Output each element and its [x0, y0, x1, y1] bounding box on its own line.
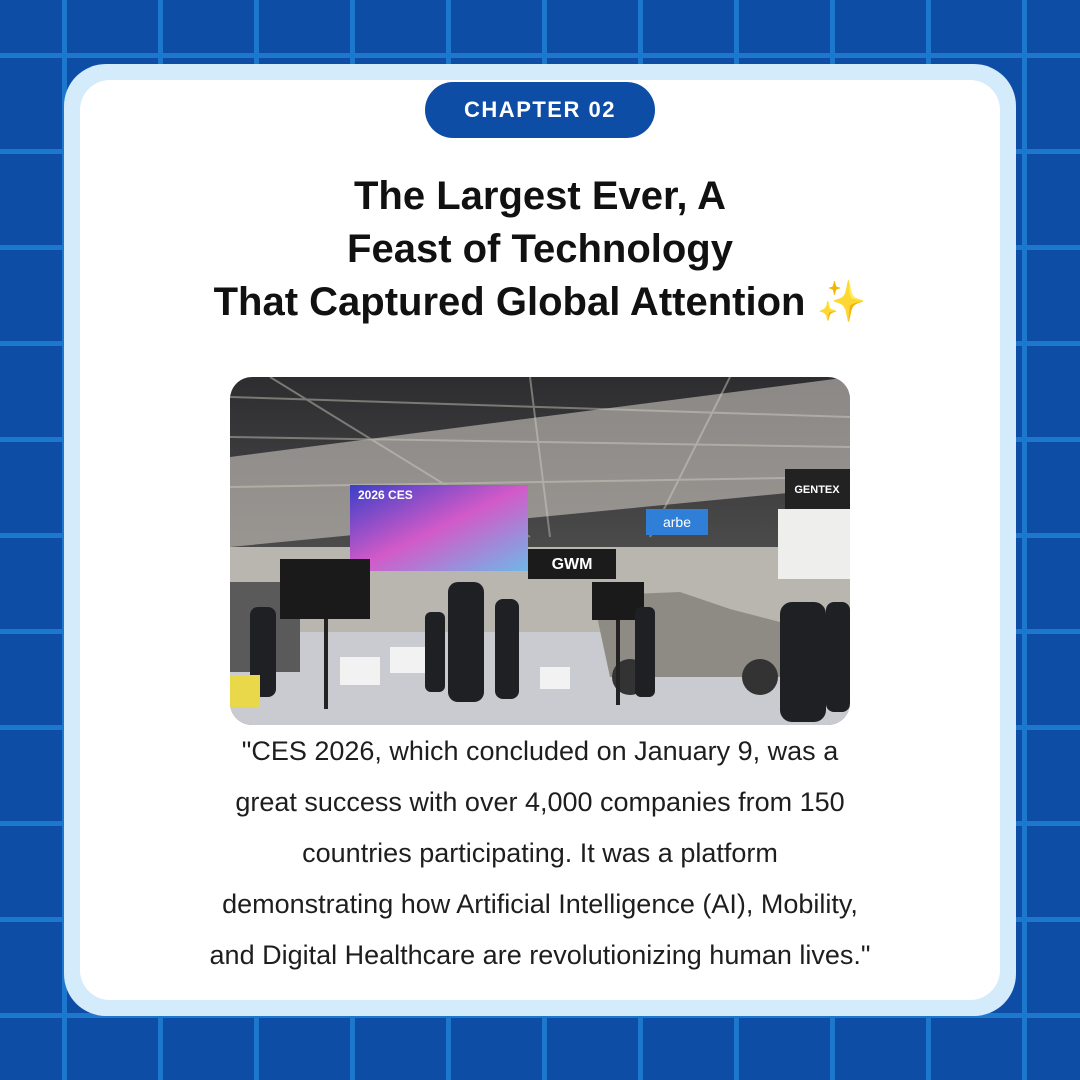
- title-line: Feast of Technology: [347, 227, 733, 271]
- photo-sign: GWM: [552, 556, 593, 573]
- title-line: The Largest Ever, A: [354, 174, 726, 218]
- expo-photo: 2026 CES GWM arbe GENTEX: [230, 377, 850, 725]
- quote-line: "CES 2026, which concluded on January 9,…: [241, 736, 839, 766]
- title-line: That Captured Global Attention ✨: [213, 280, 867, 324]
- photo-sign: 2026 CES: [358, 488, 413, 502]
- quote: "CES 2026, which concluded on January 9,…: [80, 726, 1000, 981]
- quote-line: and Digital Healthcare are revolutionizi…: [209, 940, 871, 970]
- quote-line: demonstrating how Artificial Intelligenc…: [222, 889, 858, 919]
- chapter-badge: CHAPTER 02: [425, 82, 655, 138]
- title: The Largest Ever, A Feast of Technology …: [80, 170, 1000, 329]
- photo-sign: arbe: [663, 514, 691, 530]
- quote-line: countries participating. It was a platfo…: [302, 838, 778, 868]
- photo-sign: GENTEX: [794, 484, 840, 496]
- quote-line: great success with over 4,000 companies …: [235, 787, 845, 817]
